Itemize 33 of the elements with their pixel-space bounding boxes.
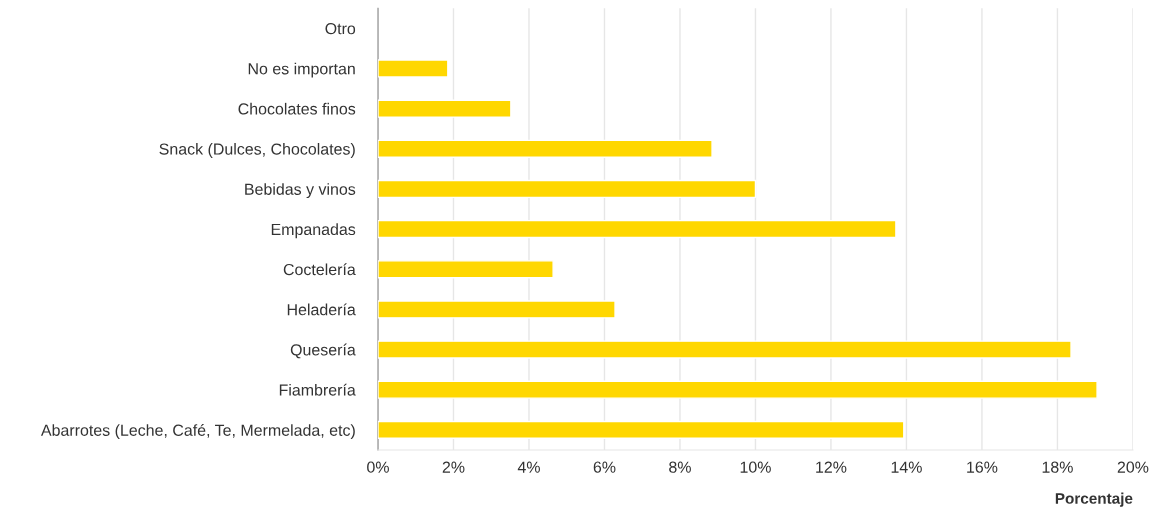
y-tick-label: Otro (325, 22, 356, 35)
x-tick-label: 14% (891, 461, 922, 473)
x-tick-label: 4% (517, 461, 540, 473)
x-tick-label: 10% (740, 461, 771, 473)
x-tick-label: 0% (367, 461, 389, 473)
y-tick-label: Coctelería (283, 263, 356, 276)
bar (377, 179, 757, 199)
x-tick-label: 18% (1042, 461, 1073, 473)
x-axis-title: Porcentaje (1055, 492, 1133, 507)
x-tick-label: 6% (593, 461, 616, 473)
y-tick-label: Chocolates finos (238, 102, 356, 115)
x-tick-label: 8% (669, 461, 691, 473)
bar (377, 380, 1098, 399)
bar (377, 99, 512, 118)
x-tick-label: 16% (967, 461, 998, 473)
y-tick-label: Snack (Dulces, Chocolates) (159, 143, 355, 158)
y-tick-label: Bebidas y vinos (245, 183, 356, 199)
y-tick-label: Fiambrería (279, 383, 356, 396)
y-tick-label: Heladería (287, 303, 356, 316)
bar (377, 340, 1072, 359)
bar (377, 59, 449, 78)
x-tick-label: 20% (1117, 461, 1149, 473)
bar (377, 139, 713, 158)
x-tick-label: 12% (816, 461, 847, 473)
bar (377, 219, 897, 239)
x-tick-label: 2% (442, 461, 465, 473)
y-tick-label: No es importan (248, 62, 355, 78)
y-tick-label: Quesería (290, 343, 356, 359)
bar (377, 300, 616, 319)
y-tick-label: Abarrotes (Leche, Café, Te, Mermelada, etc) (40, 423, 355, 440)
bar (377, 420, 905, 440)
bar (377, 260, 554, 279)
y-tick-label: Empanadas (271, 223, 356, 239)
